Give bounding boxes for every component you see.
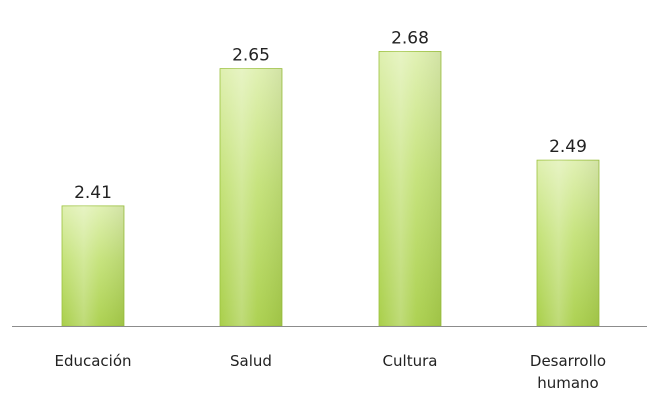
data-label: 2.68 bbox=[391, 28, 429, 48]
bar-highlight bbox=[62, 205, 124, 326]
bar-highlight bbox=[220, 68, 282, 326]
category-label: Cultura bbox=[383, 352, 438, 370]
data-label: 2.65 bbox=[232, 46, 270, 66]
data-label: 2.41 bbox=[74, 183, 112, 203]
bar-highlight bbox=[379, 51, 441, 326]
labels-layer: 2.41 Educación 2.65 Salud 2.68 Cultura 2.49 Des… bbox=[54, 28, 606, 392]
category-label: Educación bbox=[54, 352, 131, 370]
category-label: humano bbox=[537, 374, 599, 392]
category-label: Desarrollo bbox=[530, 352, 606, 370]
category-label: Salud bbox=[230, 352, 272, 370]
bars-layer bbox=[61, 51, 600, 327]
data-label: 2.49 bbox=[549, 137, 587, 157]
bar-highlight bbox=[537, 160, 599, 326]
